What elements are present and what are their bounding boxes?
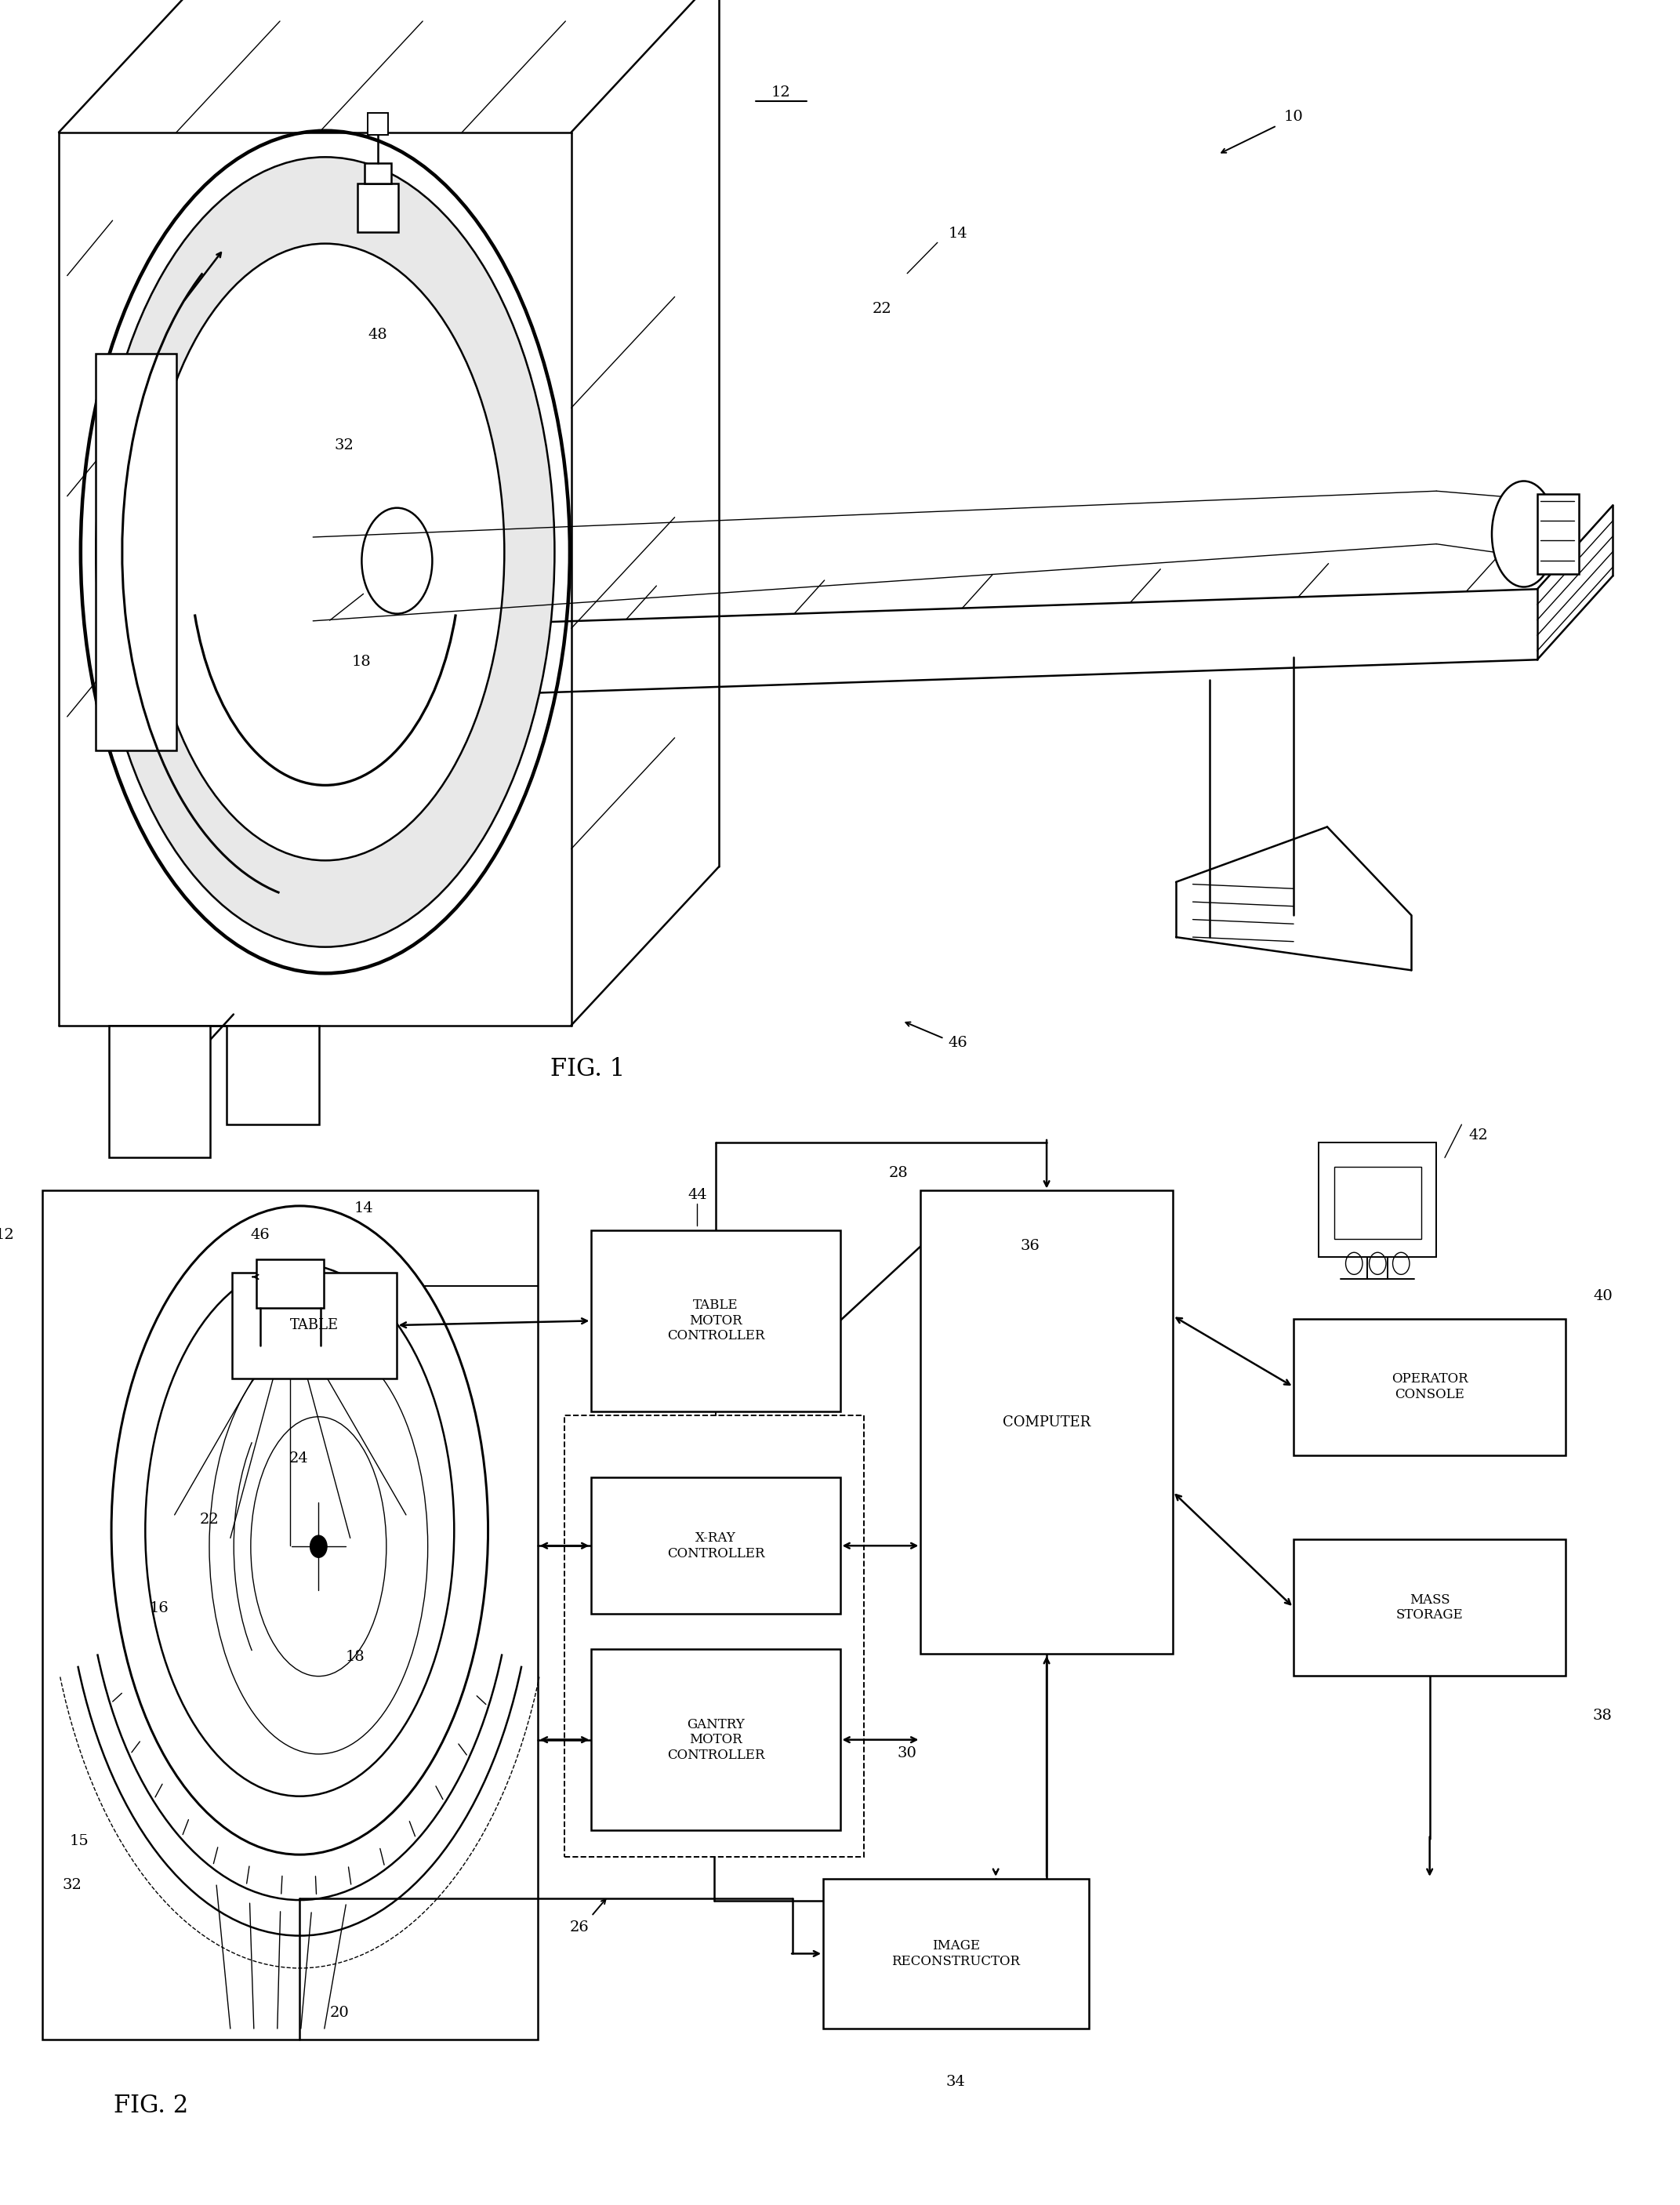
- Text: 40: 40: [1593, 1290, 1613, 1303]
- Text: 36: 36: [1020, 1239, 1040, 1252]
- Text: FIG. 2: FIG. 2: [114, 2093, 188, 2119]
- Bar: [921, 1191, 1173, 1654]
- Text: 32: 32: [62, 1879, 82, 1892]
- Text: 30: 30: [897, 1746, 917, 1760]
- Ellipse shape: [144, 1263, 454, 1797]
- Text: COMPUTER: COMPUTER: [1003, 1416, 1090, 1429]
- Circle shape: [311, 1535, 328, 1557]
- Bar: [564, 1416, 864, 1857]
- Text: 38: 38: [1593, 1709, 1613, 1722]
- Text: 14: 14: [354, 1202, 373, 1215]
- Text: 22: 22: [200, 1513, 218, 1528]
- Bar: [42, 1191, 538, 2040]
- Bar: [1319, 1142, 1436, 1257]
- Bar: [368, 112, 388, 135]
- Ellipse shape: [1492, 481, 1556, 587]
- Text: 46: 46: [250, 1228, 270, 1241]
- Text: 28: 28: [889, 1166, 909, 1180]
- Bar: [591, 1649, 840, 1830]
- Ellipse shape: [146, 243, 504, 860]
- Bar: [227, 1025, 319, 1125]
- Bar: [1537, 494, 1579, 573]
- Bar: [257, 1259, 324, 1308]
- Text: 32: 32: [334, 439, 354, 452]
- Text: 10: 10: [1284, 110, 1304, 123]
- Text: TABLE
MOTOR
CONTROLLER: TABLE MOTOR CONTROLLER: [667, 1299, 764, 1343]
- Bar: [1294, 1319, 1566, 1455]
- Text: IMAGE
RECONSTRUCTOR: IMAGE RECONSTRUCTOR: [892, 1938, 1020, 1969]
- Ellipse shape: [96, 157, 554, 946]
- Ellipse shape: [361, 507, 432, 613]
- Text: X-RAY
CONTROLLER: X-RAY CONTROLLER: [667, 1530, 764, 1561]
- Text: 18: 18: [351, 655, 371, 668]
- Text: GANTRY
MOTOR
CONTROLLER: GANTRY MOTOR CONTROLLER: [667, 1718, 764, 1762]
- Text: FIG. 1: FIG. 1: [551, 1056, 625, 1083]
- Text: 46: 46: [948, 1036, 968, 1050]
- Text: OPERATOR
CONSOLE: OPERATOR CONSOLE: [1391, 1372, 1468, 1402]
- Text: 12: 12: [771, 86, 791, 99]
- Text: 22: 22: [872, 302, 892, 315]
- Bar: [358, 183, 398, 232]
- Text: 42: 42: [1468, 1129, 1488, 1142]
- Text: 44: 44: [687, 1188, 707, 1202]
- Bar: [1294, 1539, 1566, 1676]
- Text: 12: 12: [0, 1228, 15, 1241]
- Text: 20: 20: [329, 2007, 349, 2020]
- Text: 24: 24: [289, 1451, 307, 1466]
- Bar: [96, 353, 176, 750]
- Text: 26: 26: [570, 1921, 590, 1934]
- Bar: [109, 1025, 210, 1158]
- Text: 48: 48: [368, 329, 388, 342]
- Text: 34: 34: [946, 2075, 966, 2088]
- Bar: [1334, 1166, 1421, 1239]
- Bar: [823, 1879, 1089, 2029]
- Bar: [232, 1272, 396, 1378]
- Bar: [591, 1230, 840, 1411]
- Ellipse shape: [111, 1206, 487, 1854]
- Text: MASS
STORAGE: MASS STORAGE: [1396, 1592, 1463, 1623]
- Text: 16: 16: [150, 1601, 168, 1616]
- Text: TABLE: TABLE: [291, 1319, 338, 1332]
- Text: 15: 15: [69, 1835, 89, 1848]
- Bar: [365, 163, 391, 183]
- Bar: [591, 1477, 840, 1614]
- Text: 14: 14: [948, 227, 968, 240]
- Text: 18: 18: [346, 1649, 365, 1665]
